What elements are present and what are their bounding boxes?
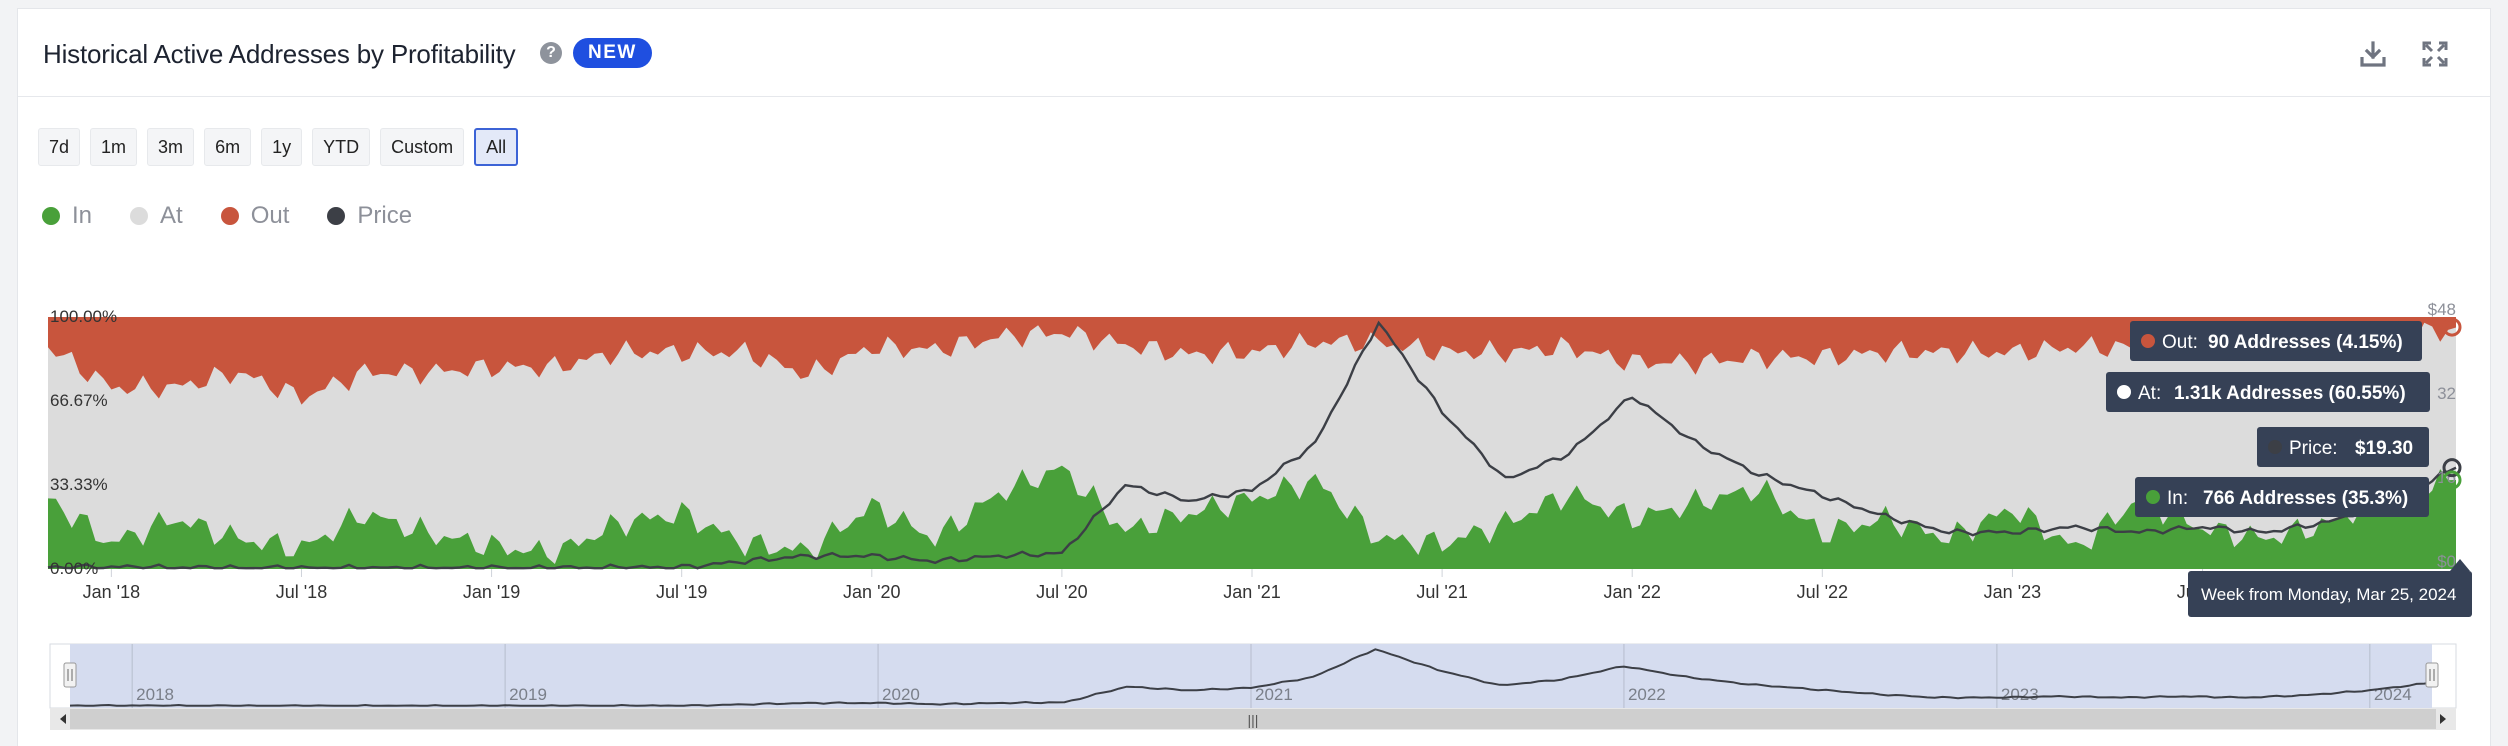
tooltip-in-value: 766 Addresses (35.3%): [2203, 488, 2408, 509]
tooltip-at-value: 1.31k Addresses (60.55%): [2174, 383, 2406, 404]
x-tick-label: Jan '21: [1223, 582, 1280, 602]
in-area: [48, 465, 2456, 569]
right-axis-label: $0: [2437, 552, 2456, 571]
tooltip-date: Week from Monday, Mar 25, 2024: [2201, 585, 2456, 604]
x-tick-label: Jan '22: [1603, 582, 1660, 602]
download-icon[interactable]: [2358, 39, 2388, 69]
scrollbar-thumb[interactable]: [70, 709, 2436, 729]
y-tick-label: 33.33%: [50, 475, 108, 494]
legend-label: At: [160, 202, 183, 229]
new-badge: NEW: [573, 38, 652, 68]
tooltip-date-box: [2188, 571, 2472, 617]
range-button-7d[interactable]: 7d: [38, 128, 81, 166]
in-hover-marker: [2442, 470, 2462, 490]
price-line: [47, 320, 2457, 570]
x-tick-label: Jul '21: [1416, 582, 1467, 602]
x-tick-label: Jul '20: [1036, 582, 1087, 602]
legend-label: Price: [357, 202, 413, 229]
navigator-year-label: 2023: [2001, 685, 2039, 704]
chart-title: Historical Active Addresses by Profitabi…: [43, 39, 516, 69]
navigator-handle-right[interactable]: [2425, 662, 2439, 688]
chart-legend: In At Out Price: [42, 202, 450, 230]
navigator-handle-left[interactable]: [63, 662, 77, 688]
y-tick-label: 100.00%: [50, 307, 117, 326]
fullscreen-icon[interactable]: [2420, 39, 2450, 69]
legend-marker: [327, 207, 346, 225]
x-tick-label: Jan '19: [463, 582, 520, 602]
range-button-custom[interactable]: Custom: [380, 128, 465, 166]
card-header: Historical Active Addresses by Profitabi…: [18, 9, 2490, 97]
navigator-price-line: [69, 648, 2433, 707]
tooltip-out-value: 90 Addresses (4.15%): [2208, 332, 2403, 353]
legend-item-out[interactable]: Out: [220, 202, 290, 230]
tooltip-price-label: Price:: [2289, 438, 2338, 459]
range-button-1y[interactable]: 1y: [261, 128, 303, 166]
tooltip-out-box: [2130, 321, 2422, 361]
legend-item-at[interactable]: At: [130, 202, 183, 230]
tooltip-in-box: [2135, 477, 2429, 517]
x-tick-label: Jul '18: [276, 582, 327, 602]
navigator-year-label: 2021: [1255, 685, 1293, 704]
x-tick-label: Jul '19: [656, 582, 707, 602]
x-tick-label: Jul '22: [1797, 582, 1848, 602]
scrollbar-grip: |||: [1248, 712, 1259, 728]
tooltip-out-dot: [2141, 334, 2155, 348]
help-icon[interactable]: ?: [540, 42, 562, 64]
right-axis-label: 32: [2437, 384, 2456, 403]
x-tick-label: Jan '18: [83, 582, 140, 602]
tooltip-price-value: $19.30: [2355, 438, 2413, 459]
legend-marker: [130, 207, 149, 225]
range-button-1m[interactable]: 1m: [90, 128, 138, 166]
navigator-year-label: 2018: [136, 685, 174, 704]
out-hover-marker: [2442, 317, 2462, 337]
navigator-year-label: 2022: [1628, 685, 1666, 704]
legend-marker: [220, 207, 239, 225]
x-tick-label: Jan '23: [1984, 582, 2041, 602]
y-tick-label: 66.67%: [50, 391, 108, 410]
tooltip-price-dot: [2268, 440, 2282, 454]
tooltip-at-label: At:: [2138, 383, 2161, 404]
scroll-left-arrow[interactable]: [60, 714, 66, 724]
tooltip-in-dot: [2146, 490, 2160, 504]
tooltip-out-label: Out:: [2162, 332, 2198, 353]
legend-label: Out: [250, 202, 290, 229]
legend-item-price[interactable]: Price: [327, 202, 412, 230]
tooltip-price-box: [2257, 427, 2429, 467]
navigator-year-label: 2019: [509, 685, 547, 704]
range-button-all[interactable]: All: [474, 128, 519, 166]
range-selector: 7d 1m 3m 6m 1y YTD Custom All: [38, 128, 519, 166]
range-button-6m[interactable]: 6m: [204, 128, 252, 166]
navigator-year-label: 2024: [2374, 685, 2412, 704]
range-button-3m[interactable]: 3m: [147, 128, 195, 166]
tooltip-at-dot: [2117, 385, 2131, 399]
navigator-year-label: 2020: [882, 685, 920, 704]
x-tick-label: Jan '20: [843, 582, 900, 602]
range-button-ytd[interactable]: YTD: [312, 128, 371, 166]
legend-label: In: [72, 202, 93, 229]
legend-marker: [42, 207, 60, 225]
out-area: [48, 317, 2456, 405]
price-hover-marker: [2442, 458, 2462, 478]
tooltip-in-label: In:: [2167, 488, 2188, 509]
right-axis-label: $48: [2428, 300, 2456, 319]
legend-item-in[interactable]: In: [42, 202, 92, 230]
y-tick-label: 0.00%: [50, 559, 98, 578]
scroll-right-arrow[interactable]: [2440, 714, 2446, 724]
tooltip-date-arrow: [2450, 559, 2470, 571]
tooltip-at-box: [2106, 372, 2430, 412]
